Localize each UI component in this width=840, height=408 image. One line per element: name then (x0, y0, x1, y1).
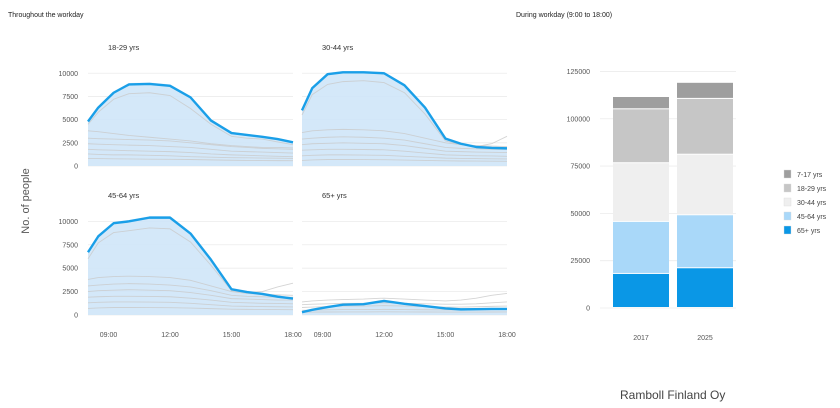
bar-segment-7-17-yrs (613, 97, 669, 109)
x-tick-label: 15:00 (437, 332, 455, 339)
legend-swatch (783, 197, 792, 207)
background-series-line (87, 143, 294, 154)
background-series-line (87, 92, 294, 146)
background-series-line (87, 301, 294, 308)
highlight-series-line (86, 216, 294, 300)
bar-segment-18-29-yrs (613, 109, 669, 163)
y-tick-label: 5000 (62, 117, 78, 124)
legend-label: 30-44 yrs (797, 200, 827, 207)
background-series-line (301, 136, 507, 150)
legend-swatch (783, 183, 792, 193)
bar-segment-18-29-yrs (677, 98, 733, 154)
highlight-series-line (87, 82, 294, 144)
bar-segment-7-17-yrs (677, 82, 733, 98)
legend-label: 65+ yrs (797, 228, 821, 235)
background-series-line (87, 130, 294, 149)
credit-text: Ramboll Finland Oy (620, 388, 725, 402)
y-tick-label: 5000 (62, 266, 78, 273)
y-tick-label: 7500 (62, 94, 78, 101)
y-tick-label: 2500 (62, 289, 78, 296)
panel-65-yrs: 65+ yrs 09:00 12:00 15:00 18:00 (301, 191, 516, 339)
background-series-line (87, 283, 293, 298)
background-series-line (87, 148, 294, 158)
bar-segment-30-44-yrs (613, 163, 669, 221)
background-series-line (301, 128, 508, 147)
small-multiples: 18-29 yrs 0 2500 5000 7500 10000 30-44 yrs 45-6… (59, 43, 516, 339)
y-tick-label: 50000 (571, 211, 591, 218)
x-tick-label: 12:00 (161, 332, 179, 339)
panel-45-64-yrs: 45-64 yrs 0 2500 5000 7500 10000 09:00 12:00 15:… (59, 191, 302, 339)
background-series-line (301, 154, 508, 160)
highlight-series-line (300, 71, 508, 150)
x-tick-label: 18:00 (498, 332, 516, 339)
background-series-line (301, 159, 508, 162)
y-tick-label: 125000 (567, 69, 590, 76)
highlight-series-line (301, 299, 507, 314)
x-tick-label: 15:00 (223, 332, 241, 339)
background-series-line (301, 142, 508, 154)
legend-swatch (783, 225, 792, 235)
y-tick-label: 10000 (59, 219, 79, 226)
legend-swatch (783, 211, 792, 221)
bar-segment-45-64-yrs (613, 221, 669, 273)
y-tick-label: 0 (586, 306, 590, 313)
background-series-line (87, 289, 293, 301)
y-tick-label: 7500 (62, 242, 78, 249)
legend-label: 18-29 yrs (797, 186, 827, 193)
bar-segment-65-yrs (613, 273, 669, 307)
x-tick-label: 18:00 (284, 332, 302, 339)
panel-title: 18-29 yrs (108, 43, 140, 52)
bar-segment-65-yrs (677, 268, 733, 307)
background-series-line (301, 293, 508, 303)
y-tick-label: 25000 (571, 258, 591, 265)
right-section-title: During workday (9:00 to 18:00) (516, 12, 612, 19)
y-tick-label: 0 (74, 164, 78, 171)
background-series-line (88, 158, 294, 162)
y-tick-label: 2500 (62, 140, 78, 147)
stacked-bar-chart: 0 25000 50000 75000 100000 125000 2017 2025 (567, 69, 736, 342)
y-axis-label: No. of people (20, 168, 32, 233)
panel-title: 45-64 yrs (108, 191, 140, 200)
panel-30-44-yrs: 30-44 yrs (300, 43, 508, 167)
x-tick-label: 12:00 (375, 332, 393, 339)
y-tick-label: 10000 (59, 71, 79, 78)
y-tick-label: 75000 (571, 164, 591, 171)
highlight-area (88, 82, 293, 166)
background-series-line (301, 148, 508, 157)
background-series-line (87, 227, 294, 293)
x-tick-label: 2025 (697, 335, 713, 342)
panel-title: 30-44 yrs (322, 43, 354, 52)
background-series-line (87, 153, 294, 159)
y-tick-label: 0 (74, 313, 78, 320)
bar-segment-30-44-yrs (677, 154, 733, 215)
x-tick-label: 09:00 (314, 332, 332, 339)
x-tick-label: 2017 (633, 335, 649, 342)
legend-label: 45-64 yrs (797, 214, 827, 221)
bar-segment-45-64-yrs (677, 215, 733, 268)
legend-swatch (783, 169, 792, 179)
panel-title: 65+ yrs (322, 191, 347, 200)
background-series-line (87, 307, 294, 311)
highlight-area (88, 216, 293, 315)
x-tick-label: 09:00 (100, 332, 118, 339)
background-series-line (87, 137, 294, 150)
panel-18-29-yrs: 18-29 yrs 0 2500 5000 7500 10000 (59, 43, 294, 171)
left-section-title: Throughout the workday (8, 12, 84, 19)
y-tick-label: 100000 (567, 116, 590, 123)
legend: 7-17 yrs 18-29 yrs 30-44 yrs 45-64 yrs 65+ y… (783, 169, 827, 235)
legend-label: 7-17 yrs (797, 172, 823, 179)
background-series-line (87, 295, 294, 305)
